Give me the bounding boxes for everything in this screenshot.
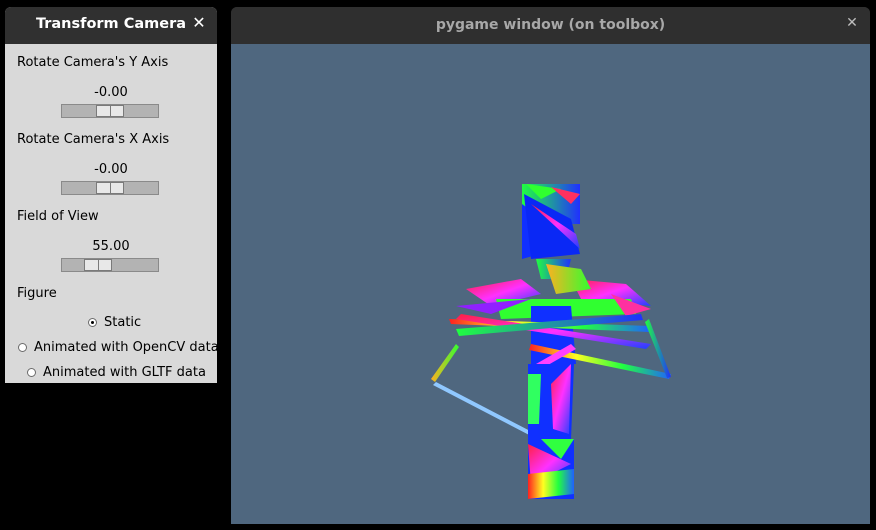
y-axis-label: Rotate Camera's Y Axis [17, 55, 169, 70]
figure-label: Figure [17, 286, 57, 301]
fov-value: 55.00 [92, 239, 130, 254]
figure-polygon [541, 439, 574, 459]
figure-polygon [456, 314, 643, 336]
figure-polygon [528, 469, 574, 499]
x-axis-label: Rotate Camera's X Axis [17, 132, 170, 147]
radio-static-indicator[interactable] [88, 318, 97, 327]
close-icon[interactable]: ✕ [846, 15, 858, 31]
rendered-figure [431, 184, 671, 499]
x-axis-slider-thumb[interactable] [96, 182, 124, 194]
fov-label: Field of View [17, 209, 99, 224]
pygame-window-title: pygame window (on toolbox) [435, 17, 666, 33]
figure-polygon [466, 279, 541, 306]
figure-polygon [528, 374, 541, 424]
figure-polygon [531, 204, 580, 249]
figure-polygon [456, 299, 531, 314]
transform-camera-titlebar[interactable]: Transform Camera ✕ [5, 7, 217, 44]
close-icon[interactable]: ✕ [192, 13, 206, 32]
figure-polygon [536, 344, 576, 369]
pygame-window: pygame window (on toolbox) ✕ [231, 7, 870, 524]
radio-gltf-label: Animated with GLTF data [43, 365, 206, 380]
pygame-titlebar[interactable]: pygame window (on toolbox) ✕ [231, 7, 870, 44]
y-axis-slider-thumb[interactable] [96, 105, 124, 117]
radio-opencv-label: Animated with OpenCV data [34, 340, 217, 355]
figure-polygon [456, 314, 651, 349]
fov-slider[interactable] [61, 258, 159, 272]
radio-static[interactable]: Static [88, 315, 141, 330]
figure-polygon [433, 382, 536, 437]
figure-polygon [431, 344, 459, 382]
fov-slider-thumb[interactable] [84, 259, 112, 271]
radio-opencv[interactable]: Animated with OpenCV data [18, 340, 217, 355]
radio-static-label: Static [104, 315, 142, 330]
x-axis-slider[interactable] [61, 181, 159, 195]
figure-polygon [551, 364, 571, 434]
figure-polygon [546, 264, 591, 294]
x-axis-value: -0.00 [94, 162, 128, 177]
figure-polygon [645, 319, 671, 378]
transform-camera-window: Transform Camera ✕ Rotate Camera's Y Axi… [5, 7, 217, 383]
y-axis-value: -0.00 [94, 85, 128, 100]
radio-gltf[interactable]: Animated with GLTF data [27, 365, 206, 380]
y-axis-slider[interactable] [61, 104, 159, 118]
render-canvas[interactable] [231, 44, 870, 524]
figure-polygon [611, 294, 651, 316]
window-title: Transform Camera [35, 16, 187, 32]
radio-gltf-indicator[interactable] [27, 368, 36, 377]
figure-polygon [551, 187, 580, 204]
radio-opencv-indicator[interactable] [18, 343, 27, 352]
